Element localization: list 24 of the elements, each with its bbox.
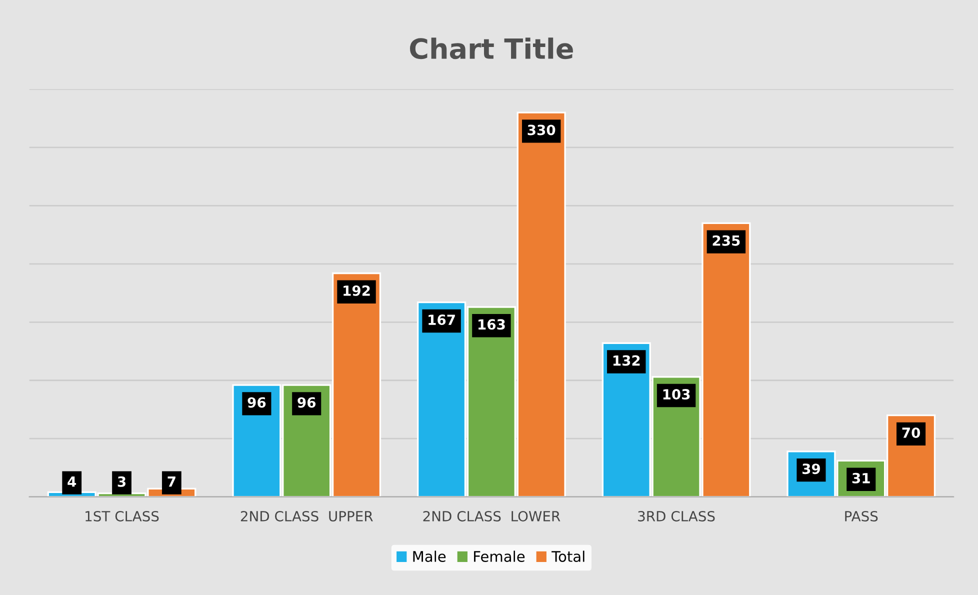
- data-label: 31: [852, 472, 870, 484]
- data-label: 39: [802, 464, 820, 474]
- data-label: 96: [298, 397, 316, 408]
- data-label: 70: [902, 427, 920, 438]
- x-tick-label: 2ND CLASS UPPER: [240, 510, 373, 522]
- data-label: 163: [478, 319, 505, 330]
- data-label: 167: [428, 314, 455, 326]
- data-label: 192: [344, 285, 370, 296]
- x-tick-label: 1ST CLASS: [86, 510, 159, 522]
- legend-label: Total: [552, 550, 584, 562]
- data-label: 96: [248, 397, 266, 408]
- x-tick-label: PASS: [845, 510, 878, 522]
- x-tick-label: 3RD CLASS: [638, 510, 715, 522]
- legend-label: Female: [474, 550, 525, 562]
- data-label: 103: [663, 389, 690, 400]
- data-label: 132: [613, 355, 640, 366]
- chart-title: Chart Title: [410, 38, 573, 60]
- data-label: 235: [712, 235, 740, 246]
- x-tick-label: 2ND CLASS LOWER: [423, 510, 560, 522]
- data-label: 4: [68, 476, 76, 487]
- data-label: 3: [118, 476, 126, 487]
- data-label: 330: [528, 124, 556, 136]
- legend-label: Male: [413, 550, 446, 562]
- data-label: 7: [168, 476, 176, 487]
